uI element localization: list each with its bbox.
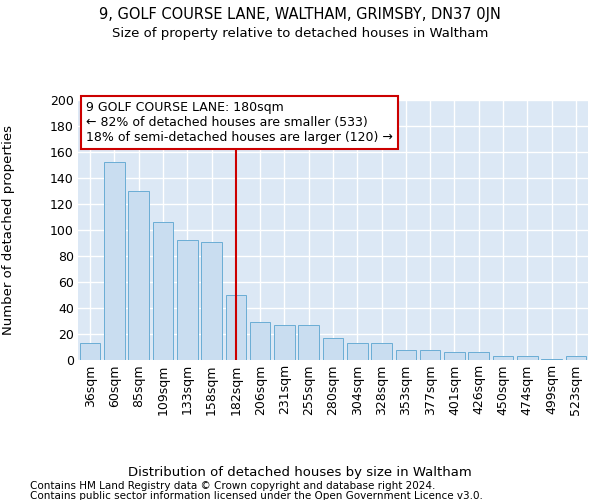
Bar [250, 322, 271, 360]
Text: Contains public sector information licensed under the Open Government Licence v3: Contains public sector information licen… [30, 491, 483, 500]
Bar [323, 338, 343, 360]
Bar [566, 356, 586, 360]
Text: Contains HM Land Registry data © Crown copyright and database right 2024.: Contains HM Land Registry data © Crown c… [30, 481, 436, 491]
Bar [541, 358, 562, 360]
Bar [226, 295, 246, 360]
Bar [80, 343, 100, 360]
Text: Distribution of detached houses by size in Waltham: Distribution of detached houses by size … [128, 466, 472, 479]
Bar [298, 325, 319, 360]
Bar [128, 191, 149, 360]
Text: 9 GOLF COURSE LANE: 180sqm
← 82% of detached houses are smaller (533)
18% of sem: 9 GOLF COURSE LANE: 180sqm ← 82% of deta… [86, 102, 392, 144]
Bar [371, 343, 392, 360]
Bar [152, 222, 173, 360]
Bar [395, 350, 416, 360]
Bar [469, 352, 489, 360]
Bar [517, 356, 538, 360]
Bar [444, 352, 465, 360]
Bar [104, 162, 125, 360]
Bar [201, 242, 222, 360]
Bar [347, 343, 368, 360]
Text: 9, GOLF COURSE LANE, WALTHAM, GRIMSBY, DN37 0JN: 9, GOLF COURSE LANE, WALTHAM, GRIMSBY, D… [99, 8, 501, 22]
Bar [274, 325, 295, 360]
Bar [420, 350, 440, 360]
Bar [177, 240, 197, 360]
Text: Size of property relative to detached houses in Waltham: Size of property relative to detached ho… [112, 28, 488, 40]
Text: Number of detached properties: Number of detached properties [2, 125, 16, 335]
Bar [493, 356, 514, 360]
